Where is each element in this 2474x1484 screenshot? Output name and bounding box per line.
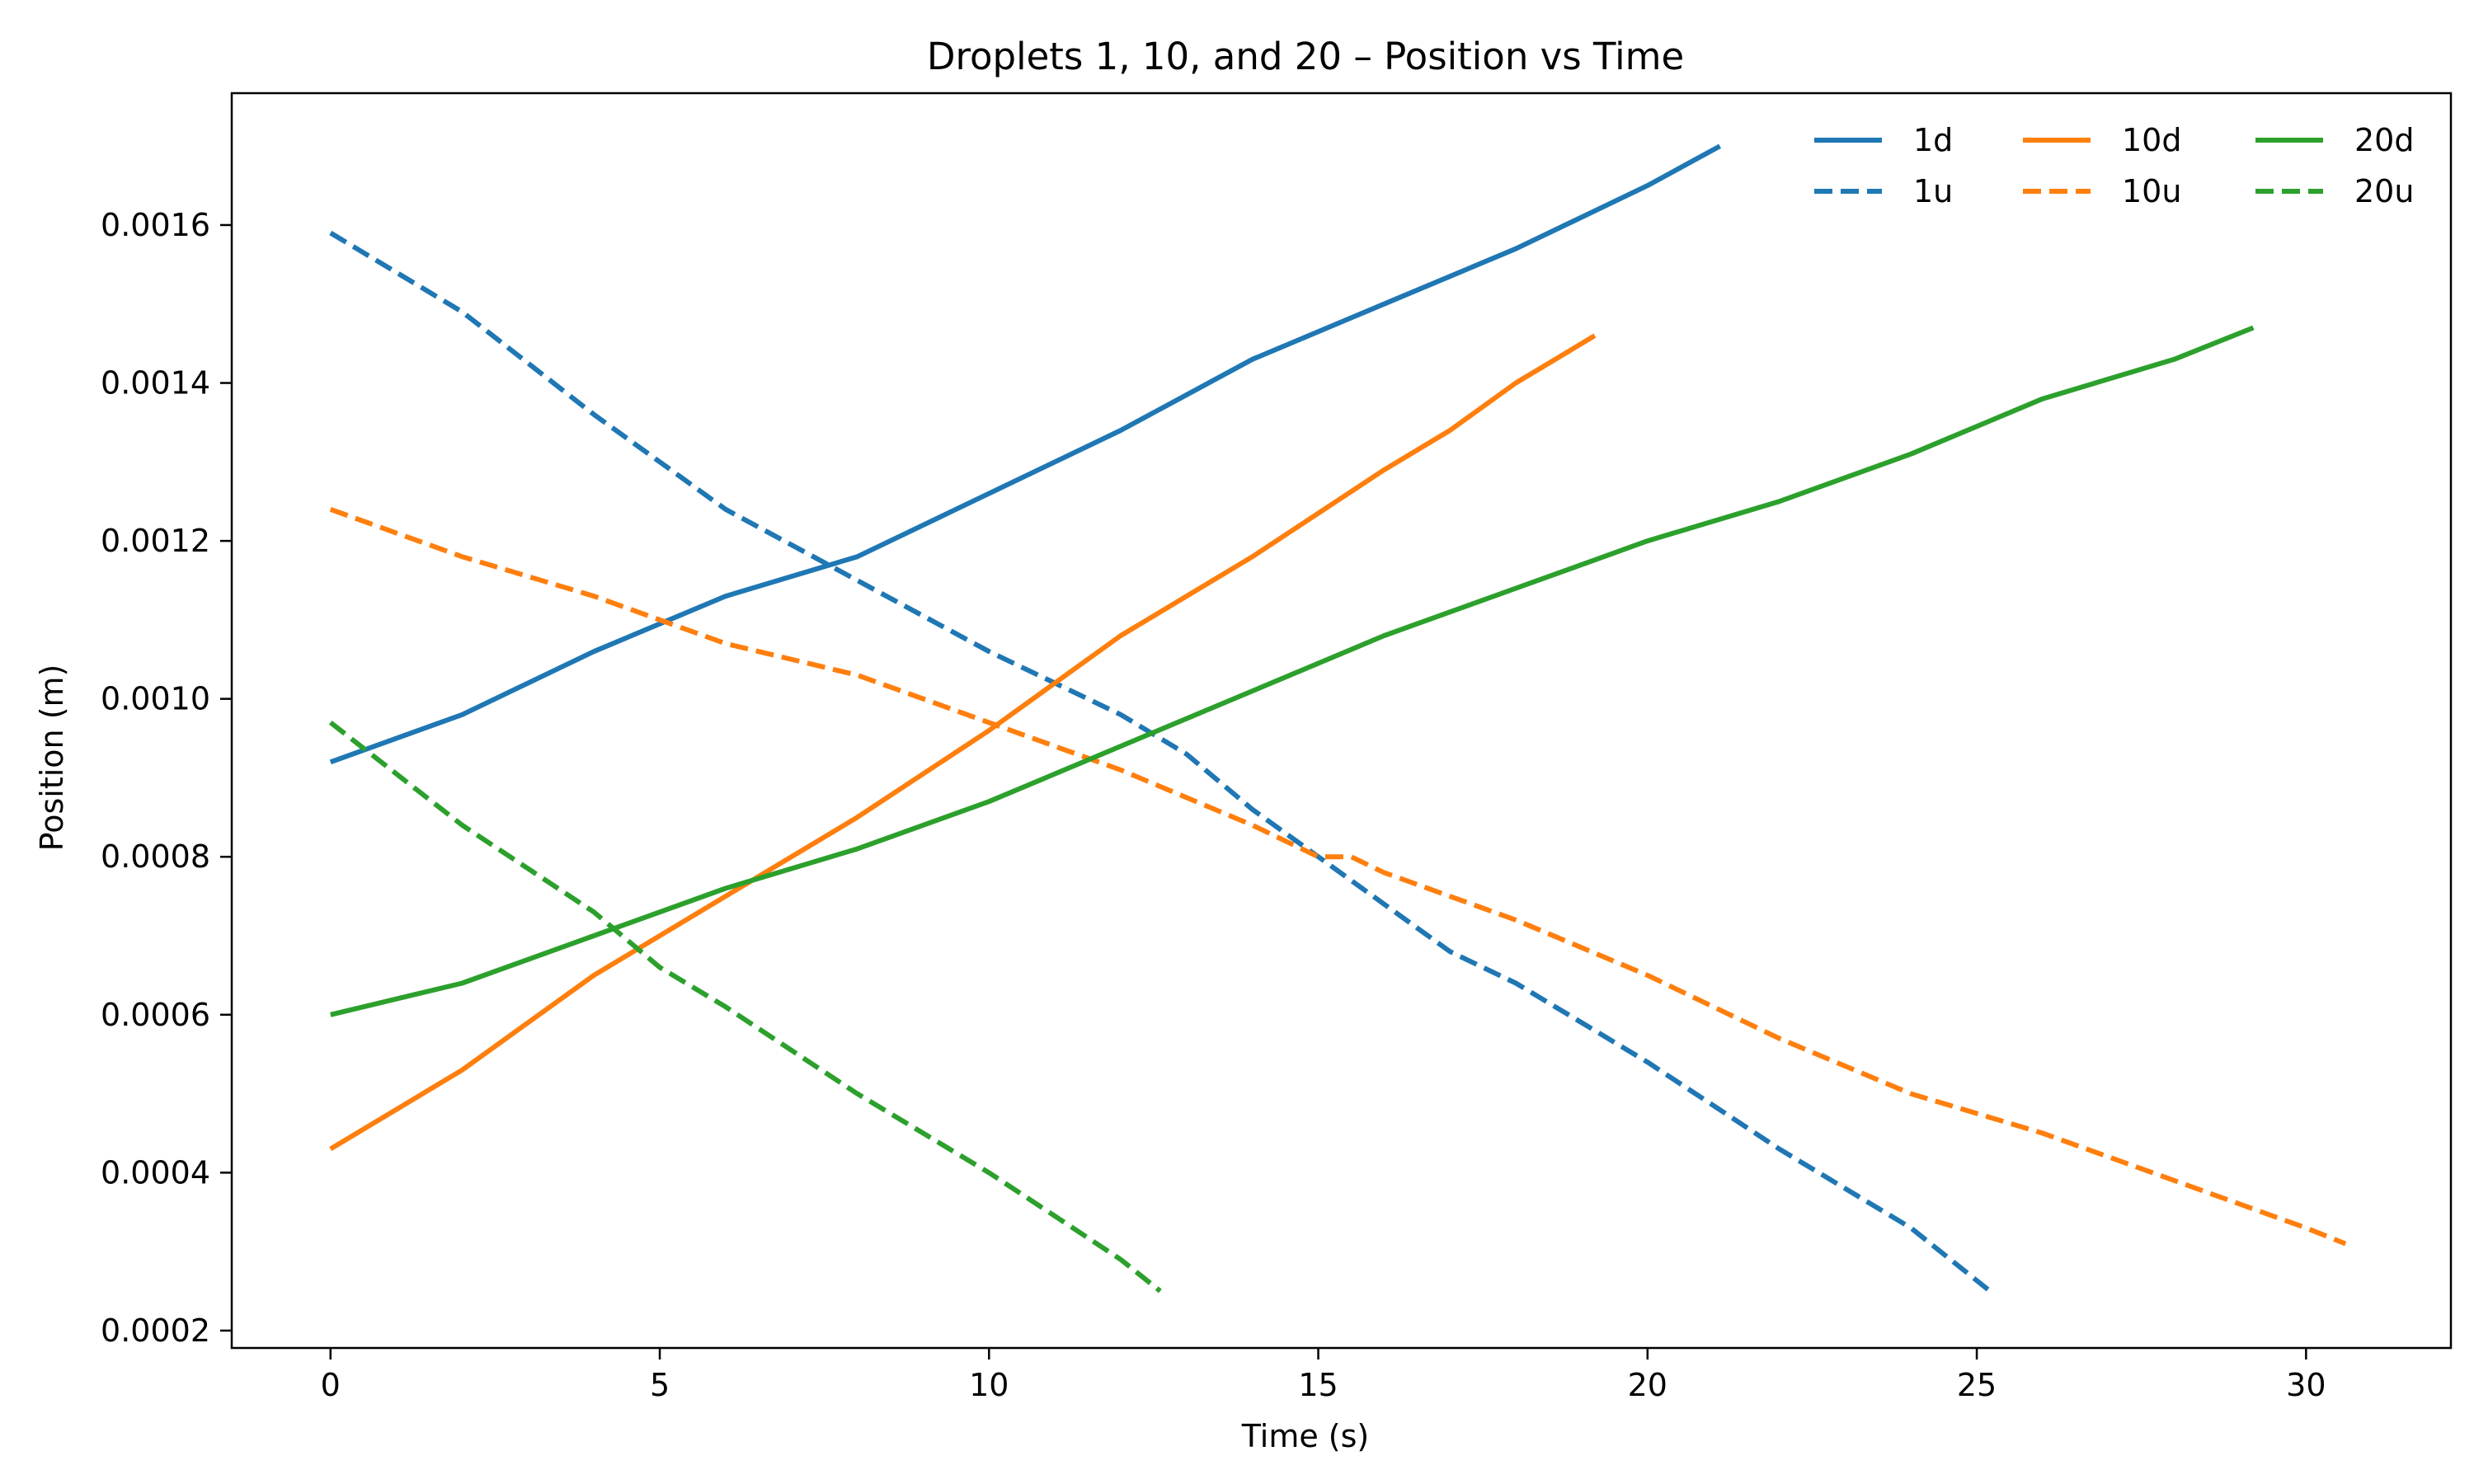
y-tick-label: 0.0008: [101, 838, 210, 875]
x-tick-label: 0: [321, 1367, 341, 1403]
y-tick-label: 0.0004: [101, 1154, 210, 1190]
series-line-1d: [329, 143, 1722, 765]
y-tick-label: 0.0010: [101, 681, 210, 717]
plot-lines: [328, 143, 2347, 1294]
x-tick-label: 20: [1628, 1367, 1667, 1403]
series-line-1u: [329, 230, 1992, 1294]
axes: 0 5 10 15 20 25 30 0.0002 0.0004 0.0006 0.0008 0.00…: [101, 92, 2453, 1403]
legend-label-1u: 1u: [1913, 173, 1953, 209]
x-tick-label: 10: [969, 1367, 1009, 1403]
series-line-10d: [329, 333, 1597, 1152]
x-tick-label: 15: [1298, 1367, 1338, 1403]
legend-label-20u: 20u: [2354, 173, 2414, 209]
y-tick-label: 0.0006: [101, 997, 210, 1033]
legend-label-1d: 1d: [1913, 122, 1953, 158]
y-tick-label: 0.0002: [101, 1313, 210, 1349]
chart-title: Droplets 1, 10, and 20 – Position vs Tim…: [927, 35, 1684, 78]
y-tick-label: 0.0014: [101, 365, 210, 402]
series-line-20u: [328, 721, 1162, 1294]
legend-label-10u: 10u: [2122, 173, 2181, 209]
plot-frame: [230, 92, 2453, 1350]
y-tick-label: 0.0016: [101, 207, 210, 243]
series-line-10u: [329, 506, 2347, 1247]
legend-label-10d: 10d: [2122, 122, 2181, 158]
y-tick-label: 0.0012: [101, 523, 210, 559]
x-tick-label: 25: [1957, 1367, 1997, 1403]
legend-label-20d: 20d: [2354, 122, 2414, 158]
x-axis-label: Time (s): [1241, 1418, 1370, 1454]
y-axis-label: Position (m): [34, 665, 70, 852]
series-line-20d: [330, 325, 2255, 1017]
x-tick-label: 5: [650, 1367, 670, 1403]
x-tick-label: 30: [2286, 1367, 2326, 1403]
legend: 1d 1u 10d 10u 20d 20u: [1814, 122, 2414, 209]
